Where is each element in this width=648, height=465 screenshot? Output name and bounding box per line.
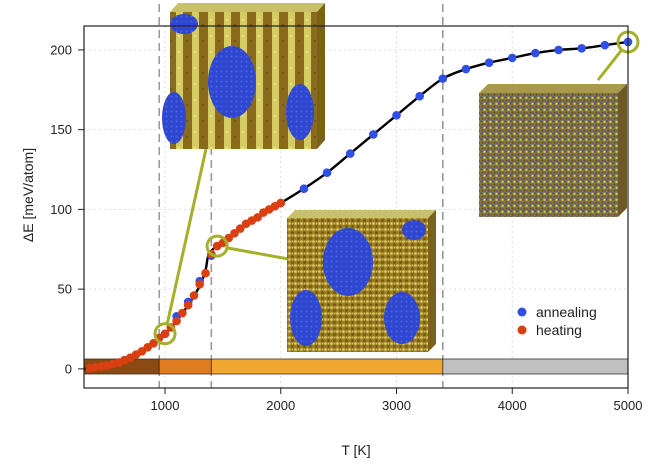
plot-frame — [83, 25, 629, 389]
heating-point — [149, 339, 158, 348]
x-tick-label: 5000 — [614, 398, 643, 413]
heating-point — [189, 291, 199, 300]
heating-point — [178, 308, 187, 318]
x-tick-label: 2000 — [266, 398, 295, 413]
plot-border — [83, 25, 629, 389]
heating-point — [183, 300, 193, 310]
legend-label-annealing: annealing — [536, 304, 597, 320]
phase-segment — [210, 358, 444, 375]
heating-point — [160, 329, 170, 339]
annealing-point — [392, 111, 401, 120]
callout-connector — [165, 148, 208, 325]
annealing-point — [577, 44, 587, 53]
inset-structure-lamellar — [162, 3, 325, 149]
x-tick-label: 3000 — [382, 398, 411, 413]
annealing-point — [507, 53, 517, 63]
heating-point — [172, 316, 181, 326]
annealing-point — [484, 58, 494, 67]
annealing-point — [438, 74, 448, 83]
heating-point — [253, 213, 262, 222]
x-tick-label: 4000 — [498, 398, 527, 413]
heating-point — [195, 280, 205, 289]
callout-marker — [205, 234, 229, 258]
phase-segment — [158, 358, 212, 375]
phase-bar — [83, 358, 629, 375]
annealing-point — [554, 45, 563, 55]
heating-point — [276, 198, 286, 208]
axes: 1000 2000 3000 4000 5000 0 50 100 150 200 — [50, 42, 642, 413]
y-tick-label: 100 — [50, 202, 72, 217]
y-tick-label: 50 — [58, 282, 72, 297]
y-tick-label: 200 — [50, 42, 72, 57]
y-tick-label: 0 — [65, 361, 72, 376]
y-axis-title: ΔE [meV/atom] — [20, 148, 36, 242]
annealing-point — [531, 48, 540, 58]
annealing-point — [461, 64, 471, 74]
heating-point — [235, 224, 245, 233]
legend: annealing heating — [517, 304, 597, 338]
heating-point — [230, 229, 239, 238]
heating-point — [201, 268, 210, 278]
annealing-point — [322, 168, 332, 178]
callout-marker — [153, 322, 177, 346]
annealing-point — [415, 91, 424, 101]
legend-marker-heating — [517, 325, 527, 335]
y-tick-label: 150 — [50, 122, 72, 137]
legend-marker-annealing — [517, 307, 527, 317]
callout-connector — [596, 48, 623, 81]
x-tick-label: 1000 — [151, 398, 180, 413]
annealing-point — [299, 184, 309, 193]
annealing-point — [600, 40, 610, 50]
x-axis-title: T [K] — [341, 442, 370, 458]
inset-structure-random — [479, 84, 627, 217]
annealing-point — [345, 149, 355, 158]
annealing-point — [369, 130, 378, 139]
inset-structure-blobs — [287, 210, 436, 352]
legend-label-heating: heating — [536, 322, 582, 338]
phase-segment — [442, 358, 629, 375]
